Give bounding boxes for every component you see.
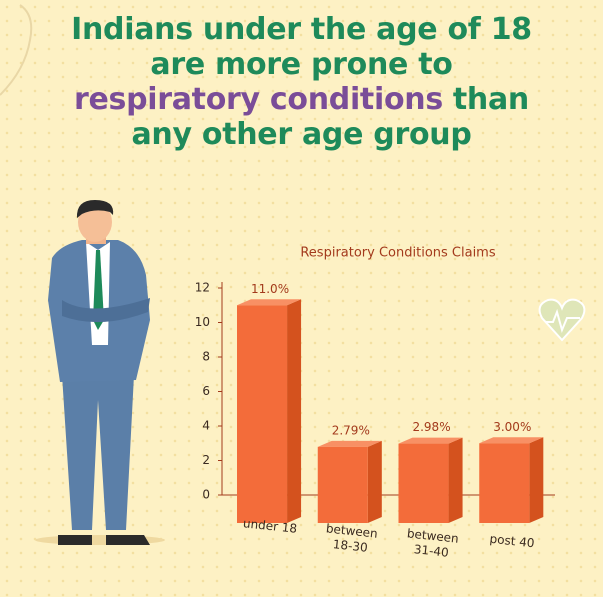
bar <box>398 443 449 495</box>
y-tick-label: 6 <box>202 384 210 398</box>
bar <box>237 305 288 495</box>
bar-side <box>287 299 302 523</box>
headline-text: are more prone to <box>150 47 453 82</box>
heart-icon <box>538 298 586 342</box>
bar <box>317 446 368 495</box>
headline-text: any other age group <box>131 117 472 152</box>
value-label: 2.98% <box>412 420 450 434</box>
x-tick-label: between 18-30 <box>325 521 379 555</box>
value-label: 2.79% <box>332 423 370 437</box>
headline-text: respiratory conditions <box>73 82 443 117</box>
bar-side <box>367 440 382 523</box>
headline: Indians under the age of 18 are more pron… <box>0 12 603 152</box>
x-tick-label: between 31-40 <box>405 526 459 560</box>
y-tick-label: 4 <box>202 419 210 433</box>
chart-title: Respiratory Conditions Claims <box>300 246 495 261</box>
headline-line: Indians under the age of 18 <box>0 12 603 47</box>
bar <box>479 443 530 495</box>
y-tick-label: 12 <box>195 281 210 295</box>
y-tick-label: 0 <box>202 488 210 502</box>
bar-base <box>317 495 368 523</box>
headline-text: than <box>452 82 529 117</box>
bar-base <box>398 495 449 523</box>
bar-top <box>398 437 463 444</box>
value-label: 11.0% <box>251 282 289 296</box>
headline-line: are more prone to <box>0 47 603 82</box>
bar-base <box>479 495 530 523</box>
bar-side <box>529 437 544 523</box>
man-illustration <box>35 200 165 545</box>
value-label: 3.00% <box>493 420 531 434</box>
headline-line: any other age group <box>0 117 603 152</box>
bar-side <box>448 437 463 523</box>
bar-base <box>237 495 288 523</box>
bar-top <box>237 299 302 306</box>
heart-pulse <box>545 308 580 334</box>
headline-text: Indians under the age of 18 <box>71 12 532 47</box>
decoration <box>0 4 33 96</box>
headline-line: respiratory conditions than <box>0 82 603 117</box>
bar-top <box>317 440 382 447</box>
bar-top <box>479 437 544 444</box>
y-tick-label: 10 <box>195 315 210 329</box>
y-tick-label: 2 <box>202 453 210 467</box>
y-tick-label: 8 <box>202 350 210 364</box>
